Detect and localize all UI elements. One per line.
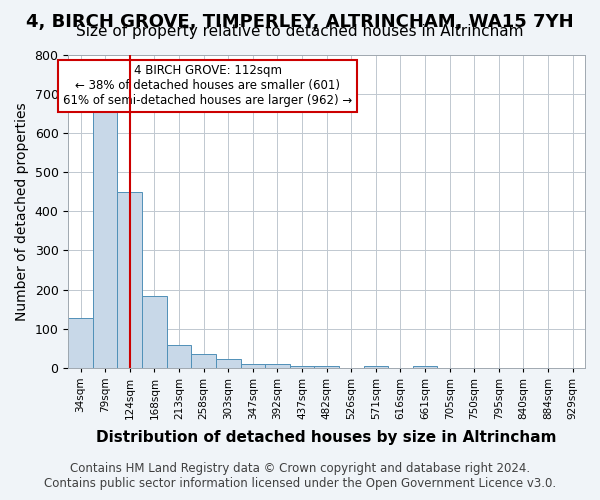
Y-axis label: Number of detached properties: Number of detached properties [15,102,29,320]
Text: 4, BIRCH GROVE, TIMPERLEY, ALTRINCHAM, WA15 7YH: 4, BIRCH GROVE, TIMPERLEY, ALTRINCHAM, W… [26,12,574,30]
Bar [265,364,290,368]
Bar [68,318,93,368]
Bar [290,366,314,368]
Bar [314,366,339,368]
Text: Contains HM Land Registry data © Crown copyright and database right 2024.
Contai: Contains HM Land Registry data © Crown c… [44,462,556,490]
Bar [216,359,241,368]
Text: 4 BIRCH GROVE: 112sqm
← 38% of detached houses are smaller (601)
61% of semi-det: 4 BIRCH GROVE: 112sqm ← 38% of detached … [63,64,352,108]
X-axis label: Distribution of detached houses by size in Altrincham: Distribution of detached houses by size … [97,430,557,445]
Bar [167,346,191,368]
Bar [364,366,388,368]
Text: Size of property relative to detached houses in Altrincham: Size of property relative to detached ho… [76,24,524,39]
Bar [241,364,265,368]
Bar [142,296,167,368]
Bar [191,354,216,368]
Bar [118,192,142,368]
Bar [413,366,437,368]
Bar [93,112,118,368]
